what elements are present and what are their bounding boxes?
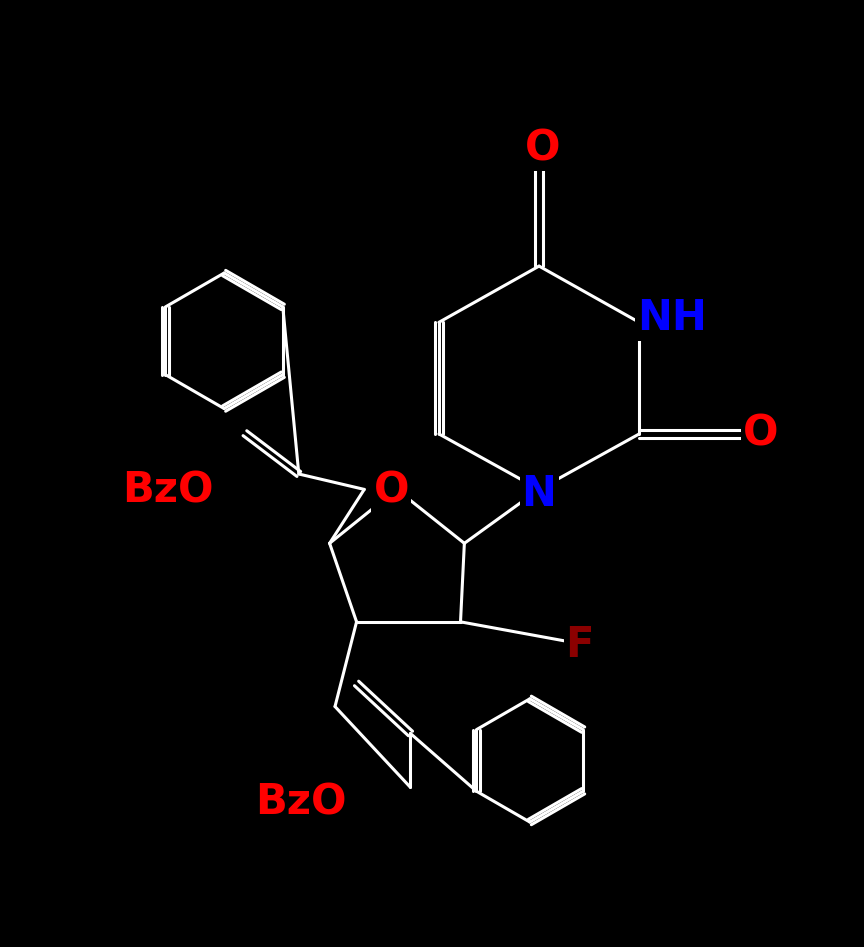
Text: N: N [522,473,556,515]
Text: NH: NH [638,296,708,339]
Text: O: O [743,412,778,455]
Text: F: F [566,624,594,666]
Text: BzO: BzO [256,782,346,824]
Text: O: O [373,470,409,512]
Text: BzO: BzO [122,470,213,512]
Text: O: O [525,127,561,170]
